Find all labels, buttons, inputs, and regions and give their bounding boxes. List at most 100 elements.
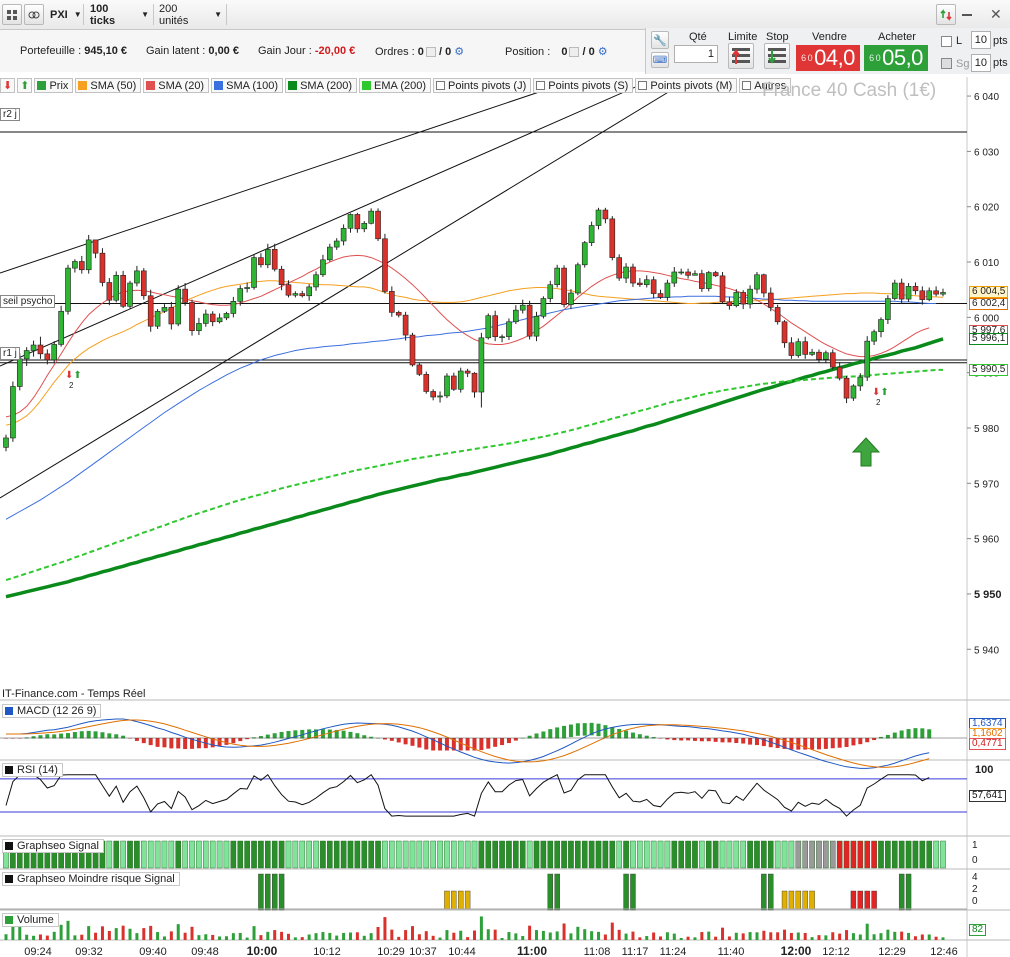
close-button[interactable]: ✕ bbox=[990, 6, 1002, 23]
symbol-selector[interactable]: PXI ▼ bbox=[46, 4, 84, 25]
y-tick-label: 5 970 bbox=[974, 479, 999, 490]
checkbox[interactable] bbox=[536, 81, 546, 90]
legend-item-label: Points pivots (S) bbox=[548, 79, 629, 92]
graphseo-signal-bar bbox=[196, 840, 202, 869]
volume-label[interactable]: Volume bbox=[2, 913, 59, 927]
rsi-label[interactable]: RSI (14) bbox=[2, 763, 63, 777]
volume-bar bbox=[693, 937, 697, 940]
volume-bar bbox=[845, 930, 849, 940]
graphseo-signal-bar bbox=[829, 840, 836, 869]
portefeuille: Portefeuille : 945,10 € bbox=[20, 45, 127, 57]
arrow-down-icon: ⬇ bbox=[65, 370, 74, 381]
legend-item-sma-20[interactable]: SMA (20) bbox=[143, 78, 210, 93]
x-tick-label: 10:37 bbox=[409, 946, 437, 957]
y-tick-label: 6 030 bbox=[974, 147, 999, 158]
candle-up bbox=[513, 309, 519, 323]
legend-item-points-pivots-s[interactable]: Points pivots (S) bbox=[533, 78, 634, 93]
menu-grid-icon[interactable] bbox=[2, 4, 22, 25]
macd-histogram-bar bbox=[293, 730, 298, 739]
graphseo-signal-bar bbox=[898, 840, 905, 869]
graphseo-signal-bar bbox=[657, 840, 664, 869]
volume-bar bbox=[404, 930, 408, 940]
graphseo-signal-label[interactable]: Graphseo Signal bbox=[2, 839, 104, 853]
minimize-button[interactable] bbox=[962, 8, 972, 18]
buy-button[interactable]: 6 0 05,0 bbox=[864, 45, 928, 71]
units-selector[interactable]: 200 unités ▼ bbox=[155, 3, 227, 27]
volume-bar bbox=[741, 933, 745, 940]
sell-button[interactable]: 6 0 04,0 bbox=[796, 45, 860, 71]
macd-histogram-bar bbox=[389, 738, 394, 741]
volume-bar bbox=[734, 932, 738, 940]
legend-item-sma-50[interactable]: SMA (50) bbox=[75, 78, 142, 93]
orders-list-icon[interactable] bbox=[425, 47, 436, 58]
legend-item-sma-100[interactable]: SMA (100) bbox=[211, 78, 284, 93]
graphseo-signal-bar bbox=[444, 840, 450, 869]
stop-guaranteed-checkbox[interactable] bbox=[941, 58, 952, 69]
signal-marker-2: ⬇⬆ 2 bbox=[872, 387, 889, 407]
legend-item-sma-200[interactable]: SMA (200) bbox=[285, 78, 358, 93]
macd-label[interactable]: MACD (12 26 9) bbox=[2, 704, 102, 718]
candle-up bbox=[568, 292, 574, 305]
red-arrow-toggle[interactable]: ⬇ bbox=[0, 78, 16, 93]
graphseo-mr-bar bbox=[258, 873, 264, 911]
graphseo-signal-bar bbox=[581, 840, 588, 869]
link-chain-icon[interactable] bbox=[24, 4, 44, 25]
green-arrow-toggle[interactable]: ⬆ bbox=[17, 78, 33, 93]
candle-down bbox=[650, 279, 657, 294]
candle-down bbox=[258, 257, 264, 266]
gear-icon[interactable]: ⚙ bbox=[597, 46, 608, 58]
volume-bar bbox=[941, 937, 945, 940]
checkbox[interactable] bbox=[436, 81, 446, 90]
volume-bar bbox=[94, 932, 98, 940]
candle-up bbox=[581, 242, 588, 266]
graphseo-mr-label[interactable]: Graphseo Moindre risque Signal bbox=[2, 872, 180, 886]
limit-checkbox[interactable] bbox=[941, 36, 952, 47]
legend-item-autres[interactable]: Autres bbox=[739, 78, 792, 93]
graphseo-mr-bar bbox=[623, 873, 629, 911]
candle-up bbox=[10, 386, 16, 439]
checkbox[interactable] bbox=[638, 81, 648, 90]
graphseo-signal-bar bbox=[333, 840, 340, 869]
legend-item-prix[interactable]: Prix bbox=[34, 78, 74, 93]
legend-item-ema-200[interactable]: EMA (200) bbox=[359, 78, 432, 93]
pts2-value: 10 bbox=[974, 57, 987, 69]
macd-histogram-bar bbox=[920, 728, 925, 739]
volume-bar bbox=[645, 936, 649, 940]
trend-arrows-button[interactable] bbox=[936, 4, 956, 25]
candle-up bbox=[113, 275, 120, 301]
macd-histogram-bar bbox=[169, 738, 174, 749]
candle-up bbox=[175, 288, 182, 325]
macd-histogram-bar bbox=[121, 735, 126, 739]
macd-line bbox=[6, 718, 930, 769]
pts-input-1[interactable]: 10 bbox=[971, 31, 991, 49]
gear-icon[interactable]: ⚙ bbox=[454, 46, 465, 58]
macd-histogram-bar bbox=[382, 738, 387, 740]
pts-input-2[interactable]: 10 bbox=[971, 54, 991, 72]
candle-down bbox=[774, 307, 781, 323]
legend-item-points-pivots-j[interactable]: Points pivots (J) bbox=[433, 78, 532, 93]
ticks-selector[interactable]: 100 ticks ▼ bbox=[86, 3, 154, 27]
positions-list-icon[interactable] bbox=[569, 47, 580, 58]
graphseo-mr-bar bbox=[871, 890, 877, 910]
limite-button[interactable] bbox=[728, 43, 754, 69]
graphseo-signal-bar bbox=[575, 840, 581, 869]
candle-up bbox=[678, 271, 684, 274]
candle-down bbox=[898, 282, 905, 300]
data-source-label: IT-Finance.com - Temps Réel bbox=[2, 688, 146, 700]
legend-item-points-pivots-m[interactable]: Points pivots (M) bbox=[635, 78, 738, 93]
acheter-label: Acheter bbox=[878, 31, 916, 43]
candle-up bbox=[905, 286, 912, 300]
x-tick-label: 10:00 bbox=[247, 944, 278, 957]
wrench-button[interactable]: 🔧 bbox=[651, 31, 669, 49]
macd-histogram-bar bbox=[320, 729, 325, 739]
keyboard-button[interactable]: ⌨ bbox=[651, 52, 669, 68]
qte-input[interactable]: 1 bbox=[674, 45, 718, 63]
graphseo-signal-bar bbox=[278, 840, 285, 869]
graphseo-signal-bar bbox=[306, 840, 312, 869]
volume-bar bbox=[348, 932, 352, 940]
stop-button[interactable] bbox=[764, 43, 790, 69]
checkbox[interactable] bbox=[742, 81, 752, 90]
volume-bar bbox=[838, 933, 842, 940]
volume-bar bbox=[590, 931, 594, 940]
